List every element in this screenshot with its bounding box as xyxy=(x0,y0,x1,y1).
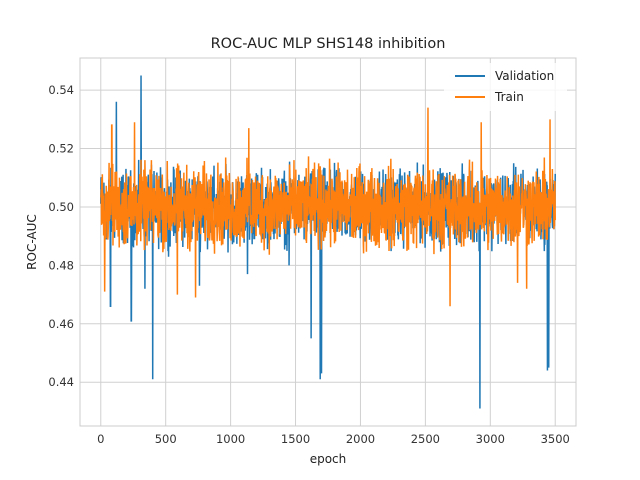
x-tick-label: 1000 xyxy=(216,432,245,446)
train-line xyxy=(101,108,555,307)
y-tick-label: 0.44 xyxy=(48,375,74,389)
tick-layer: 0 500 1000 1500 2000 2500 3000 3500 0.44 0.46 0.48… xyxy=(48,83,569,446)
x-tick-label: 1500 xyxy=(281,432,310,446)
x-tick-label: 2500 xyxy=(411,432,440,446)
y-tick-label: 0.54 xyxy=(48,83,74,97)
x-tick-label: 500 xyxy=(155,432,177,446)
y-tick-label: 0.46 xyxy=(48,317,74,331)
x-tick-label: 0 xyxy=(97,432,104,446)
series-layer xyxy=(101,76,555,409)
legend: Validation Train xyxy=(444,63,567,111)
grid-layer xyxy=(80,58,576,426)
x-axis-label: epoch xyxy=(310,452,347,466)
y-tick-label: 0.50 xyxy=(48,200,74,214)
y-tick-label: 0.52 xyxy=(48,142,74,156)
x-tick-label: 3000 xyxy=(476,432,505,446)
legend-train-label: Train xyxy=(494,90,524,104)
x-tick-label: 2000 xyxy=(346,432,375,446)
x-tick-label: 3500 xyxy=(541,432,570,446)
validation-line xyxy=(101,76,555,409)
y-tick-label: 0.48 xyxy=(48,258,74,272)
legend-validation-label: Validation xyxy=(495,69,554,83)
chart-title: ROC-AUC MLP SHS148 inhibition xyxy=(211,36,446,52)
plot-frame xyxy=(80,58,576,426)
y-axis-label: ROC-AUC xyxy=(25,214,39,270)
